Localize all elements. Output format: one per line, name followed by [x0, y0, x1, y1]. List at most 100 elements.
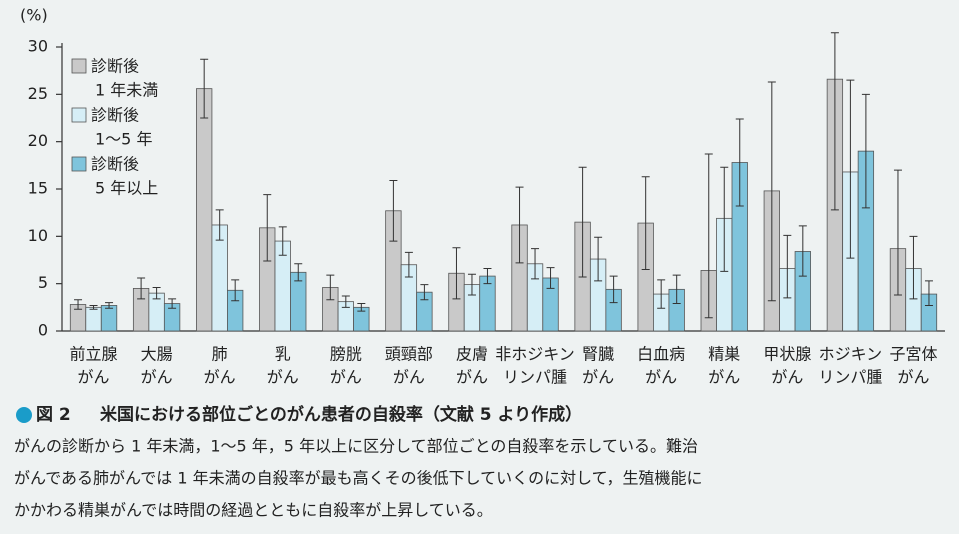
- error-bar: [200, 58, 209, 119]
- x-tick-label: がん: [708, 368, 740, 387]
- x-tick-label: 肺: [212, 345, 228, 364]
- y-tick-label: 25: [28, 84, 48, 103]
- error-bar: [483, 268, 492, 285]
- error-bar: [924, 280, 933, 306]
- error-bar: [467, 273, 476, 296]
- error-bar: [830, 32, 839, 211]
- error-bar: [74, 299, 83, 310]
- bar: [211, 224, 228, 332]
- error-bar: [735, 118, 744, 207]
- error-bar: [798, 225, 807, 277]
- legend-swatch: [71, 107, 87, 123]
- x-tick-label: 甲状腺: [763, 345, 811, 364]
- error-bar: [263, 194, 272, 262]
- legend-label: 診断後: [91, 106, 139, 125]
- x-tick-label: 膀胱: [330, 345, 362, 364]
- error-bar: [215, 209, 224, 241]
- bar: [196, 88, 213, 332]
- x-tick-label: 乳: [275, 345, 291, 364]
- error-bar: [357, 303, 366, 312]
- x-tick-label: がん: [267, 368, 299, 387]
- error-bar: [909, 235, 918, 300]
- error-bar: [657, 279, 666, 309]
- bar: [100, 305, 118, 332]
- x-tick-label: 前立腺: [70, 345, 118, 364]
- error-bar: [89, 304, 98, 310]
- error-bar: [137, 277, 146, 300]
- y-tick-label: 30: [28, 37, 48, 56]
- x-tick-label: がん: [78, 368, 110, 387]
- legend-label: 1～5 年: [95, 130, 152, 149]
- error-bar: [326, 274, 335, 301]
- legend-swatch: [71, 58, 87, 74]
- error-bar: [389, 179, 398, 242]
- x-tick-label: がん: [141, 368, 173, 387]
- description-line: がんの診断から 1 年未満，1～5 年，5 年以上に区分して部位ごとの自殺率を示…: [14, 437, 698, 456]
- error-bar: [152, 286, 161, 300]
- error-bar: [783, 234, 792, 299]
- x-tick-label: リンパ腫: [503, 368, 567, 387]
- y-tick-label: 5: [38, 273, 48, 292]
- error-bar: [893, 169, 902, 296]
- x-tick-label: がん: [897, 368, 929, 387]
- error-bar: [672, 274, 681, 305]
- error-bar: [105, 302, 114, 309]
- error-bar: [294, 263, 303, 282]
- x-tick-label: 白血病: [637, 345, 685, 364]
- caption-bullet: [16, 407, 32, 423]
- y-tick-label: 20: [28, 131, 48, 150]
- error-bar: [404, 251, 413, 278]
- legend-label: 1 年未満: [95, 81, 158, 100]
- y-tick-label: 0: [38, 321, 48, 340]
- y-axis-label: (%): [20, 6, 48, 25]
- x-tick-label: ホジキン: [819, 345, 883, 364]
- description-line: がんである肺がんでは 1 年未満の自殺率が最も高くその後低下していくのに対して，…: [14, 469, 703, 488]
- error-bar: [578, 166, 587, 278]
- x-tick-label: リンパ腫: [818, 368, 882, 387]
- x-tick-label: がん: [456, 368, 488, 387]
- error-bar: [452, 247, 461, 300]
- error-bar: [720, 166, 729, 272]
- legend-label: 診断後: [91, 57, 139, 76]
- x-tick-label: 子宮体: [889, 345, 937, 364]
- error-bar: [767, 81, 776, 302]
- x-tick-label: 頭頸部: [385, 345, 433, 364]
- error-bar: [594, 236, 603, 282]
- figure-label: 図 2: [36, 405, 71, 425]
- error-bar: [341, 295, 350, 308]
- error-bar: [168, 298, 177, 309]
- legend-label: 診断後: [91, 155, 139, 174]
- x-tick-label: 皮膚: [456, 345, 488, 364]
- error-bar: [546, 267, 555, 289]
- error-bar: [231, 279, 240, 302]
- x-tick-label: がん: [204, 368, 236, 387]
- x-tick-label: がん: [771, 368, 803, 387]
- legend-label: 5 年以上: [95, 179, 158, 198]
- x-tick-label: がん: [393, 368, 425, 387]
- x-tick-label: 腎臓: [582, 345, 614, 364]
- legend-swatch: [71, 156, 87, 172]
- description-line: かかわる精巣がんでは時間の経過とともに自殺率が上昇している。: [14, 501, 493, 520]
- bar: [479, 275, 496, 332]
- x-tick-label: 大腸: [141, 345, 173, 364]
- error-bar: [861, 93, 870, 209]
- x-tick-label: 精巣: [708, 345, 740, 364]
- chart-title: 米国における部位ごとのがん患者の自殺率（文献 5 より作成）: [100, 404, 582, 425]
- y-tick-label: 10: [28, 226, 48, 245]
- x-tick-label: 非ホジキン: [495, 345, 575, 364]
- error-bar: [609, 275, 618, 304]
- x-tick-label: がん: [582, 368, 614, 387]
- x-tick-label: がん: [330, 368, 362, 387]
- error-bar: [420, 284, 429, 301]
- bar: [85, 306, 102, 332]
- error-bar: [641, 176, 650, 270]
- x-tick-label: がん: [645, 368, 677, 387]
- error-bar: [704, 153, 713, 319]
- error-bar: [278, 226, 287, 256]
- error-bar: [515, 186, 524, 264]
- error-bar: [846, 79, 855, 259]
- y-tick-label: 15: [28, 179, 48, 198]
- error-bar: [531, 248, 540, 280]
